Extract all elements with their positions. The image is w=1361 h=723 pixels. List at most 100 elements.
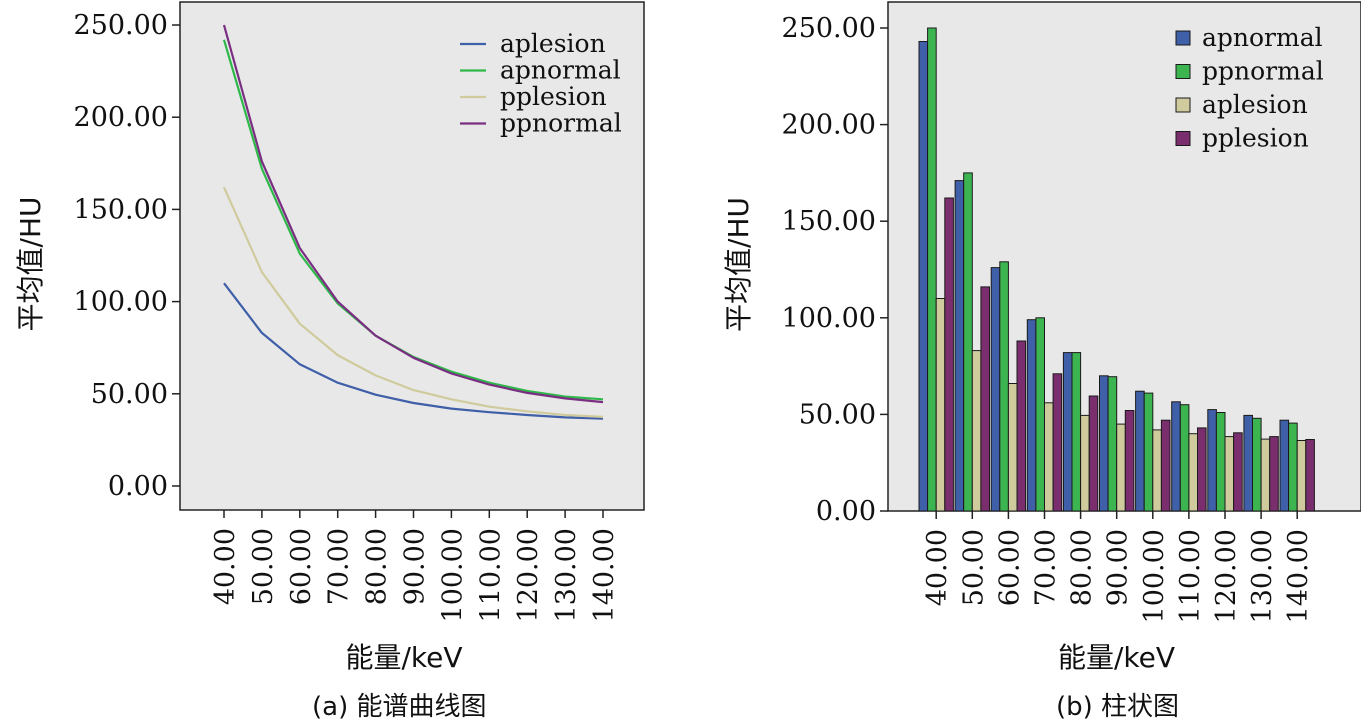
legend-label-ppnormal: ppnormal — [1202, 57, 1324, 86]
y-tick-label: 200.00 — [782, 110, 876, 141]
bar-aplesion — [1260, 438, 1271, 512]
x-tick-label: 80.00 — [1067, 529, 1098, 606]
bar-apnormal — [1135, 390, 1145, 512]
legend-label-apnormal: apnormal — [1202, 23, 1323, 52]
x-tick-label: 40.00 — [210, 528, 241, 605]
y-axis-title: 平均值/HU — [14, 197, 47, 332]
y-tick-label: 0.00 — [816, 496, 876, 527]
x-axis-title: 能量/keV — [345, 641, 462, 674]
x-tick-label: 100.00 — [437, 528, 468, 622]
x-tick-label: 130.00 — [1247, 529, 1278, 623]
bar-ppnormal — [1288, 422, 1298, 512]
x-axis-title: 能量/keV — [1058, 641, 1175, 674]
x-tick-label: 60.00 — [994, 529, 1025, 606]
x-tick-label: 50.00 — [958, 529, 989, 606]
y-axis-title: 平均值/HU — [722, 197, 755, 332]
x-tick-label: 120.00 — [1211, 529, 1242, 623]
x-tick-label: 120.00 — [513, 528, 544, 622]
y-tick-label: 150.00 — [782, 206, 876, 237]
bar-ppnormal — [963, 172, 973, 512]
legend-label-pplesion: pplesion — [1202, 124, 1309, 153]
bar-apnormal — [990, 267, 1001, 512]
bar-pplesion — [1197, 427, 1207, 512]
bar-ppnormal — [1071, 352, 1082, 512]
y-tick-label: 150.00 — [74, 194, 168, 225]
x-tick-label: 110.00 — [475, 528, 506, 622]
x-tick-label: 80.00 — [362, 528, 393, 605]
caption-line-chart: (a) 能谱曲线图 — [312, 692, 487, 722]
x-tick-label: 140.00 — [589, 528, 620, 622]
plot-area — [179, 1, 645, 511]
bar-ppnormal — [1035, 317, 1046, 512]
bar-apnormal — [918, 41, 929, 512]
series-line-pplesion — [222, 186, 604, 418]
bar-pplesion — [1160, 419, 1171, 512]
bar-ppnormal — [1215, 412, 1226, 512]
bar-aplesion — [1007, 383, 1018, 512]
x-tick-label: 140.00 — [1283, 529, 1314, 623]
bar-aplesion — [935, 298, 946, 512]
bar-pplesion — [1233, 432, 1243, 512]
bar-apnormal — [1279, 419, 1290, 512]
x-tick-label: 50.00 — [248, 528, 279, 605]
y-tick-label: 250.00 — [782, 13, 876, 44]
bar-ppnormal — [1143, 392, 1154, 512]
y-tick-label: 50.00 — [799, 399, 876, 430]
bar-pplesion — [1269, 436, 1279, 512]
y-tick-label: 0.00 — [108, 471, 168, 502]
legend-label-ppnormal: ppnormal — [500, 109, 622, 138]
x-tick-label: 90.00 — [400, 528, 431, 605]
bar-apnormal — [1207, 409, 1217, 512]
bar-aplesion — [1044, 402, 1054, 512]
legend-label-aplesion: aplesion — [500, 29, 606, 58]
bar-apnormal — [1099, 375, 1109, 512]
caption-bar-chart: (b) 柱状图 — [1056, 692, 1180, 722]
bar-aplesion — [1188, 433, 1199, 512]
bar-pplesion — [1016, 340, 1027, 512]
series-line-ppnormal — [222, 24, 604, 404]
x-tick-label: 110.00 — [1175, 529, 1206, 623]
bar-pplesion — [980, 286, 991, 512]
legend-swatch-apnormal — [1175, 30, 1191, 46]
y-tick-label: 100.00 — [74, 287, 168, 318]
y-tick-label: 100.00 — [782, 303, 876, 334]
bar-pplesion — [944, 197, 954, 512]
y-tick-label: 50.00 — [91, 379, 168, 410]
x-tick-label: 130.00 — [551, 528, 582, 622]
y-tick-label: 250.00 — [74, 10, 168, 41]
bar-aplesion — [1080, 414, 1090, 512]
x-tick-label: 70.00 — [1031, 529, 1062, 606]
legend-label-apnormal: apnormal — [500, 56, 621, 85]
bar-aplesion — [1116, 423, 1126, 512]
x-tick-label: 70.00 — [324, 528, 355, 605]
bar-ppnormal — [1252, 417, 1262, 512]
bar-aplesion — [1296, 440, 1307, 512]
x-tick-label: 60.00 — [286, 528, 317, 605]
bar-pplesion — [1052, 373, 1063, 512]
bar-ppnormal — [999, 261, 1009, 512]
series-line-aplesion — [223, 282, 604, 420]
bar-pplesion — [1088, 395, 1099, 512]
bar-pplesion — [1305, 439, 1315, 512]
bar-apnormal — [954, 180, 965, 512]
x-tick-label: 90.00 — [1103, 529, 1134, 606]
bar-ppnormal — [1107, 376, 1118, 512]
bar-apnormal — [1171, 401, 1181, 512]
legend-swatch-ppnormal — [1175, 64, 1191, 79]
bar-ppnormal — [927, 27, 937, 512]
bar-aplesion — [971, 350, 982, 512]
y-tick-label: 200.00 — [74, 102, 168, 133]
x-tick-label: 100.00 — [1139, 529, 1170, 623]
bar-aplesion — [1152, 429, 1162, 512]
bar-apnormal — [1243, 414, 1254, 512]
bar-apnormal — [1026, 319, 1037, 512]
legend-label-aplesion: aplesion — [1202, 90, 1308, 119]
legend-swatch-aplesion — [1175, 97, 1191, 113]
x-tick-label: 40.00 — [922, 529, 953, 606]
legend-label-pplesion: pplesion — [500, 82, 607, 111]
bar-apnormal — [1062, 352, 1073, 512]
legend-swatch-pplesion — [1175, 131, 1191, 146]
bar-ppnormal — [1179, 404, 1190, 512]
